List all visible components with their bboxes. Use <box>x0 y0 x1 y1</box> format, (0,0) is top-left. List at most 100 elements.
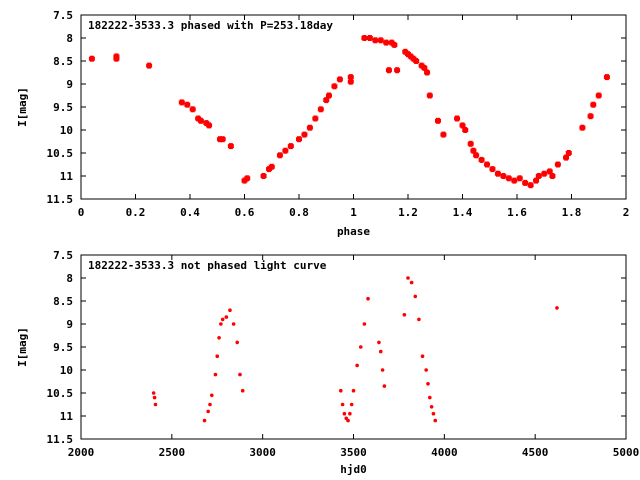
y-tick-label: 7.5 <box>53 9 73 22</box>
data-point <box>228 308 232 313</box>
data-point <box>153 402 158 407</box>
data-point <box>402 48 409 55</box>
data-point <box>433 418 438 423</box>
data-point <box>340 402 345 407</box>
chart-title: 182222-3533.3 not phased light curve <box>88 259 327 272</box>
data-point <box>372 37 379 44</box>
x-tick-label: 2 <box>623 206 630 219</box>
data-point <box>420 354 425 359</box>
data-point <box>361 35 368 41</box>
data-point <box>306 124 313 131</box>
data-point <box>241 177 248 184</box>
y-tick-label: 9 <box>66 318 73 331</box>
data-point <box>440 131 447 138</box>
y-tick-label: 11.5 <box>47 193 74 206</box>
data-point <box>203 120 210 127</box>
data-point <box>317 106 324 113</box>
data-point <box>413 294 418 299</box>
x-tick-label: 1.2 <box>398 206 418 219</box>
y-tick-label: 10.5 <box>47 147 74 160</box>
data-point <box>505 175 512 182</box>
data-point <box>478 156 485 163</box>
x-tick-label: 4000 <box>431 446 458 459</box>
data-point <box>563 154 570 161</box>
y-tick-label: 8.5 <box>53 295 73 308</box>
data-point <box>516 175 523 182</box>
data-point <box>347 78 354 85</box>
data-point <box>555 306 559 310</box>
data-point <box>366 296 370 301</box>
x-tick-label: 1.4 <box>453 206 473 219</box>
data-point <box>459 122 466 129</box>
data-point <box>431 411 436 416</box>
y-tick-label: 8 <box>66 272 73 285</box>
data-point <box>410 55 417 62</box>
y-axis-label: I[mag] <box>16 327 29 367</box>
y-tick-label: 9.5 <box>53 341 73 354</box>
data-point <box>473 152 480 159</box>
data-point <box>388 39 395 46</box>
data-point <box>418 62 425 69</box>
chart-panel-2: 2000 2500 3000 3500 4000 4500 5000 7.5 8 8.5 9 9.5 1… <box>16 249 639 476</box>
x-tick-label: 1 <box>350 206 357 219</box>
data-point <box>377 37 384 44</box>
data-point <box>413 58 420 64</box>
data-point <box>331 83 338 90</box>
data-point <box>244 175 251 182</box>
data-point <box>276 152 283 159</box>
plot-frame <box>80 254 627 440</box>
data-point <box>489 166 496 173</box>
data-point <box>362 322 367 326</box>
data-point <box>197 117 204 124</box>
data-point <box>417 317 421 322</box>
y-tick-label: 10 <box>60 364 73 377</box>
x-tick-label: 0.6 <box>235 206 255 219</box>
data-point <box>428 395 432 400</box>
x-tick-label: 1.6 <box>507 206 527 219</box>
data-point <box>238 372 242 377</box>
data-point <box>336 76 343 83</box>
y-tick-label: 8 <box>66 32 73 45</box>
x-tick-label: 5000 <box>613 446 640 459</box>
data-point <box>462 127 469 133</box>
y-tick-label: 10.5 <box>47 387 74 400</box>
x-tick-label: 0 <box>78 206 85 219</box>
data-point <box>206 122 213 129</box>
data-point <box>383 39 390 46</box>
data-point <box>394 67 401 74</box>
data-point <box>219 322 223 326</box>
data-point <box>323 97 330 104</box>
data-point <box>382 384 387 388</box>
data-point <box>195 115 202 122</box>
data-point <box>424 368 428 372</box>
data-point <box>355 363 359 368</box>
data-point <box>409 280 414 285</box>
data-point <box>429 405 434 409</box>
data-point <box>366 35 373 41</box>
data-point <box>590 101 597 108</box>
data-point <box>407 53 414 60</box>
data-point <box>342 411 347 416</box>
data-point <box>240 388 245 393</box>
data-point <box>296 136 302 143</box>
data-point <box>533 177 540 184</box>
data-point <box>405 51 411 58</box>
data-point <box>402 313 407 317</box>
data-point <box>454 115 461 122</box>
data-point <box>301 131 308 138</box>
y-axis-label: I[mag] <box>16 87 29 127</box>
x-tick-label: 2500 <box>159 446 186 459</box>
data-point <box>152 395 157 400</box>
y-tick-label: 9 <box>66 78 73 91</box>
data-point <box>546 168 553 175</box>
chart-panel-1: 0 0.2 0.4 0.6 0.8 1 1.2 1.4 1.6 1.8 2 7.5 8 8.5 9 9.5 10… <box>16 9 629 238</box>
data-point <box>470 147 477 154</box>
x-tick-label: 0.8 <box>289 206 309 219</box>
data-point <box>595 92 602 99</box>
x-tick-label: 3000 <box>249 446 276 459</box>
data-point <box>146 62 153 69</box>
data-point <box>500 173 507 179</box>
data-point <box>178 99 185 106</box>
data-point <box>351 388 356 393</box>
y-tick-label: 11.5 <box>47 433 74 446</box>
